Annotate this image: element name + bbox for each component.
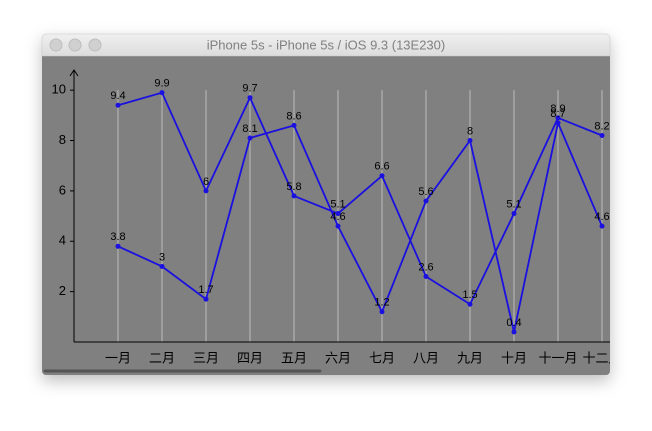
x-tick-label: 九月 bbox=[457, 350, 483, 365]
data-point bbox=[115, 102, 121, 108]
x-tick-label: 十二月 bbox=[582, 350, 621, 365]
x-tick-label: 五月 bbox=[281, 350, 307, 365]
data-point bbox=[379, 309, 385, 315]
data-label: 6 bbox=[203, 176, 209, 188]
data-label: 9.4 bbox=[110, 90, 125, 102]
data-label: 8.7 bbox=[550, 108, 565, 120]
x-tick-label: 八月 bbox=[413, 350, 439, 365]
data-label: 0.4 bbox=[506, 317, 521, 329]
window bbox=[42, 34, 610, 375]
data-point bbox=[599, 223, 605, 229]
data-point bbox=[467, 138, 473, 144]
data-label: 2.6 bbox=[418, 261, 433, 273]
data-label: 5.8 bbox=[286, 181, 301, 193]
x-tick-label: 六月 bbox=[325, 350, 351, 365]
data-point bbox=[203, 188, 209, 194]
window-frame bbox=[42, 34, 610, 375]
data-point bbox=[423, 274, 429, 280]
minimize-button[interactable] bbox=[68, 38, 82, 52]
y-tick-label: 10 bbox=[52, 82, 66, 97]
data-point bbox=[555, 115, 561, 121]
series-line bbox=[117, 91, 603, 306]
data-label: 1.2 bbox=[374, 297, 389, 309]
data-point bbox=[247, 95, 253, 101]
data-point bbox=[291, 122, 297, 128]
x-tick-label: 一月 bbox=[105, 350, 131, 365]
data-point bbox=[159, 90, 165, 96]
x-tick-label: 四月 bbox=[237, 350, 263, 365]
data-label: 4.6 bbox=[330, 211, 345, 223]
data-point bbox=[159, 263, 165, 269]
data-label: 9.9 bbox=[154, 78, 169, 90]
x-tick-label: 七月 bbox=[369, 350, 395, 365]
data-point bbox=[379, 173, 385, 179]
data-point bbox=[203, 296, 209, 302]
data-label: 8 bbox=[467, 125, 473, 137]
data-label: 9.7 bbox=[242, 83, 257, 95]
data-label: 5.1 bbox=[506, 198, 521, 210]
data-point bbox=[555, 120, 561, 126]
data-label: 5.6 bbox=[418, 186, 433, 198]
data-label: 6.6 bbox=[374, 161, 389, 173]
data-point bbox=[599, 132, 605, 138]
data-label: 8.9 bbox=[550, 103, 565, 115]
data-point bbox=[291, 193, 297, 199]
chart: 一月 二月 三月 四月 五月 六月 七月 八月 九月 十月 十一月 十二月 2 4 6 8 10 9.4 9.9 6 9… bbox=[52, 69, 621, 365]
y-axis-arrow bbox=[69, 69, 79, 77]
data-label: 3.8 bbox=[110, 231, 125, 243]
y-tick-label: 2 bbox=[59, 283, 66, 298]
close-button[interactable] bbox=[49, 38, 63, 52]
data-point bbox=[247, 135, 253, 141]
data-label: 5.1 bbox=[330, 198, 345, 210]
data-point bbox=[467, 301, 473, 307]
series-line bbox=[117, 119, 603, 333]
data-point bbox=[115, 243, 121, 249]
data-label: 4.6 bbox=[594, 211, 609, 223]
data-label: 1.5 bbox=[462, 289, 477, 301]
data-point bbox=[511, 211, 517, 217]
title-bar bbox=[41, 33, 611, 57]
data-point bbox=[335, 223, 341, 229]
data-label: 1.7 bbox=[198, 284, 213, 296]
x-tick-label: 三月 bbox=[193, 350, 219, 365]
y-tick-label: 6 bbox=[59, 182, 66, 197]
y-tick-label: 8 bbox=[59, 132, 66, 147]
data-label: 8.2 bbox=[594, 120, 609, 132]
x-tick-label: 二月 bbox=[149, 350, 175, 365]
data-point bbox=[511, 329, 517, 335]
data-label: 8.1 bbox=[242, 123, 257, 135]
x-tick-label: 十月 bbox=[501, 350, 527, 365]
data-point bbox=[423, 198, 429, 204]
zoom-button[interactable] bbox=[88, 38, 102, 52]
data-label: 8.6 bbox=[286, 110, 301, 122]
data-point bbox=[335, 211, 341, 217]
data-label: 3 bbox=[159, 251, 165, 263]
x-tick-label: 十一月 bbox=[538, 350, 577, 365]
y-tick-label: 4 bbox=[59, 233, 66, 248]
window-title: iPhone 5s - iPhone 5s / iOS 9.3 (13E230) bbox=[207, 37, 445, 52]
